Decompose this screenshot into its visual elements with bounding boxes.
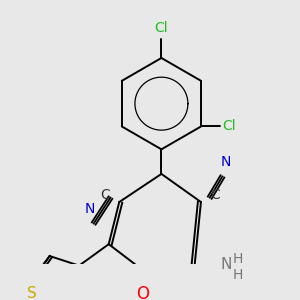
Text: H: H	[232, 252, 243, 266]
Text: Cl: Cl	[222, 119, 236, 134]
Text: H: H	[232, 268, 243, 282]
Text: O: O	[136, 285, 149, 300]
Text: Cl: Cl	[154, 21, 168, 35]
Text: C: C	[210, 188, 220, 202]
Text: C: C	[100, 188, 110, 202]
Text: N: N	[221, 155, 231, 170]
Text: N: N	[85, 202, 95, 217]
Text: S: S	[26, 286, 36, 300]
Text: N: N	[220, 257, 232, 272]
